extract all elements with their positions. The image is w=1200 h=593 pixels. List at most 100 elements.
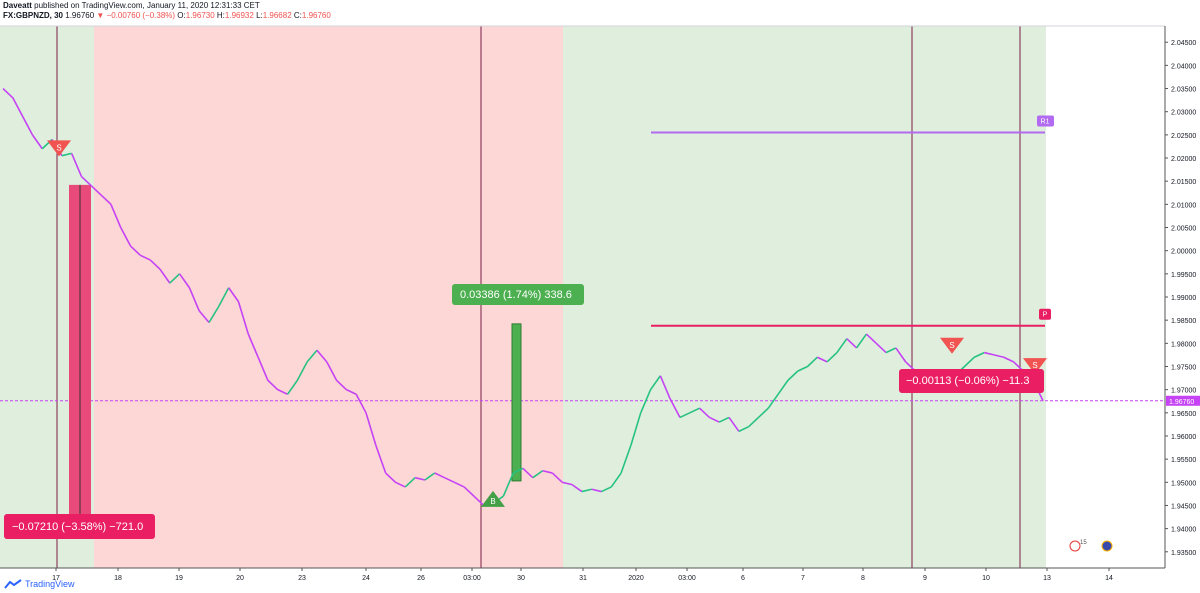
price-change: −0.00760 (−0.38%) [106, 11, 176, 20]
pivot-badge[interactable] [1039, 308, 1051, 320]
symbol-label[interactable]: FX:GBPNZD, 30 [3, 11, 64, 20]
x-tick-label: 23 [298, 575, 306, 582]
sell-signal-label: S [56, 143, 61, 152]
tradingview-brand: TradingView [25, 579, 75, 589]
price-segment [375, 444, 387, 474]
low-label: L: [256, 11, 263, 20]
y-tick-label: 1.95000 [1171, 480, 1196, 487]
low-value: 1.96682 [262, 11, 292, 20]
x-tick-label: 2020 [628, 575, 644, 582]
y-tick-label: 1.98000 [1171, 341, 1196, 348]
x-tick-label: 13 [1043, 575, 1051, 582]
down-measure-label: −0.07210 (−3.58%) −721.0 [12, 521, 143, 533]
price-segment [816, 356, 828, 363]
open-value: 1.96730 [185, 11, 215, 20]
price-segment [61, 152, 72, 157]
price-segment [120, 227, 132, 247]
price-segment [424, 472, 436, 481]
price-segment [797, 365, 808, 372]
price-segment [159, 268, 171, 284]
price-segment [453, 481, 465, 488]
price-segment [669, 398, 681, 418]
price-segment [414, 476, 426, 481]
chart-header: Daveatt published on TradingView.com, Ja… [3, 1, 1153, 25]
open-label: O: [177, 11, 186, 20]
event-icon[interactable] [1069, 540, 1081, 552]
high-label: H: [216, 11, 225, 20]
price-segment [836, 338, 848, 354]
price-segment [806, 356, 818, 368]
price-segment [208, 305, 220, 323]
x-tick-label: 03:00 [678, 575, 696, 582]
price-segment [522, 467, 534, 479]
price-segment [767, 393, 779, 409]
up-measure-box[interactable] [511, 323, 522, 482]
price-segment [562, 481, 573, 486]
price-segment [639, 389, 652, 414]
price-segment [738, 425, 750, 433]
price-segment [601, 486, 612, 493]
price-segment [316, 349, 328, 363]
price-segment [188, 287, 200, 312]
x-tick-label: 6 [741, 575, 745, 582]
price-segment [551, 472, 563, 483]
price-segment [218, 287, 230, 307]
x-tick-label: 9 [923, 575, 927, 582]
author-name[interactable]: Daveatt [3, 1, 32, 10]
price-segment [649, 375, 662, 391]
price-segment [12, 97, 24, 117]
price-segment [385, 472, 397, 483]
up-measure-badge[interactable] [452, 284, 584, 305]
price-segment [571, 483, 583, 493]
price-segment [963, 356, 975, 368]
price-segment [542, 469, 553, 474]
globe-icon[interactable] [1101, 540, 1113, 552]
small-measure-label: −0.00113 (−0.06%) −11.3 [906, 375, 1029, 387]
buy-signal-marker[interactable] [481, 490, 505, 507]
down-arrow-icon: ▼ [96, 11, 105, 20]
price-segment [777, 379, 789, 395]
x-tick-label: 20 [236, 575, 244, 582]
price-segment [326, 361, 338, 381]
price-segment [1003, 356, 1014, 363]
down-measure-badge[interactable] [4, 514, 155, 539]
symbol-line: FX:GBPNZD, 30 1.96760 ▼ −0.00760 (−0.38%… [3, 11, 1153, 21]
price-segment [169, 273, 181, 284]
price-segment [512, 467, 524, 474]
price-segment [31, 134, 43, 150]
price-segment [355, 393, 367, 414]
price-segment [463, 486, 475, 497]
y-tick-label: 2.02500 [1171, 133, 1196, 140]
price-segment [306, 349, 318, 363]
y-tick-label: 2.03000 [1171, 110, 1196, 117]
price-segment [100, 194, 112, 205]
x-tick-label: 14 [1105, 575, 1113, 582]
price-segment [591, 488, 602, 493]
price-segment [826, 352, 838, 363]
price-segment [198, 310, 210, 323]
price-segment [473, 495, 485, 507]
y-tick-label: 2.04500 [1171, 40, 1196, 47]
price-segment [865, 333, 877, 344]
price-segment [296, 361, 308, 381]
sell-signal-marker[interactable] [1023, 358, 1047, 375]
x-tick-label: 03:00 [463, 575, 481, 582]
close-value: 1.96760 [301, 11, 331, 20]
price-segment [757, 407, 769, 419]
x-tick-label: 31 [579, 575, 587, 582]
price-segment [237, 301, 250, 335]
y-tick-label: 2.00000 [1171, 249, 1196, 256]
price-segment [178, 273, 191, 289]
high-value: 1.96932 [224, 11, 254, 20]
tradingview-logo[interactable]: TradingView [4, 576, 75, 592]
y-tick-label: 2.01000 [1171, 202, 1196, 209]
x-tick-label: 19 [175, 575, 183, 582]
price-segment [2, 87, 14, 99]
sell-signal-marker[interactable] [47, 140, 71, 157]
r1-badge[interactable] [1037, 115, 1054, 127]
y-tick-label: 1.96500 [1171, 411, 1196, 418]
price-segment [336, 379, 347, 391]
small-measure-badge[interactable] [899, 369, 1044, 393]
sell-signal-marker[interactable] [940, 337, 964, 354]
